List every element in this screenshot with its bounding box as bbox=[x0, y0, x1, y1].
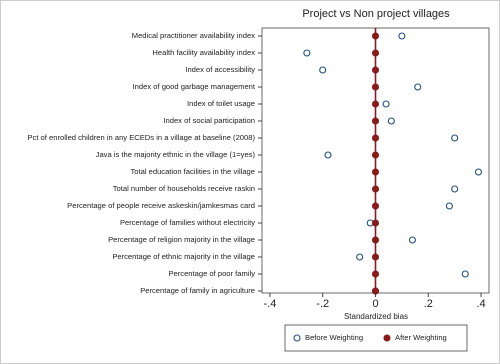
dot bbox=[371, 134, 380, 142]
dot bbox=[371, 32, 380, 40]
dot bbox=[408, 236, 417, 244]
dot bbox=[371, 151, 380, 159]
legend-marker bbox=[383, 334, 391, 342]
dot bbox=[451, 185, 459, 193]
dot bbox=[371, 66, 380, 74]
dot bbox=[371, 236, 380, 244]
legend-marker bbox=[293, 334, 301, 342]
dot bbox=[451, 134, 459, 142]
dot bbox=[371, 83, 380, 91]
y-tick-label: Percentage of religion majority in the v… bbox=[108, 235, 255, 244]
dot bbox=[371, 287, 380, 295]
dot bbox=[371, 117, 380, 125]
dot bbox=[382, 100, 390, 108]
x-tick-label: -.2 bbox=[316, 298, 329, 310]
dot bbox=[371, 253, 380, 261]
dot bbox=[356, 253, 364, 261]
y-tick-label: Medical practitioner availability index bbox=[132, 31, 255, 40]
x-tick-label: .4 bbox=[476, 298, 485, 310]
y-tick-label: Percentage of ethnic majority in the vil… bbox=[112, 252, 255, 261]
dot bbox=[324, 151, 332, 159]
x-tick-label: -.4 bbox=[263, 298, 276, 310]
dot bbox=[371, 202, 380, 210]
x-tick-label: .2 bbox=[424, 298, 433, 310]
dot bbox=[398, 32, 406, 40]
dot bbox=[371, 168, 380, 176]
dot bbox=[319, 66, 327, 74]
y-tick-label: Total education facilities in the villag… bbox=[130, 167, 255, 176]
dot bbox=[371, 100, 380, 108]
dot bbox=[371, 185, 380, 193]
dot bbox=[474, 168, 482, 176]
y-tick-label: Percentage of people receive askeskin/ja… bbox=[67, 201, 255, 210]
chart-title: Project vs Non project villages bbox=[302, 8, 450, 20]
legend-box bbox=[284, 324, 468, 352]
dot bbox=[371, 49, 380, 57]
y-tick-label: Total number of households receive raski… bbox=[113, 184, 255, 193]
y-tick-label: Java is the majority ethnic in the villa… bbox=[96, 150, 256, 159]
dot bbox=[303, 49, 311, 57]
y-tick-label: Pct of enrolled children in any ECEDs in… bbox=[27, 133, 255, 142]
y-tick-label: Index of toilet usage bbox=[187, 99, 255, 108]
legend-label: Before Weighting bbox=[305, 333, 363, 342]
dot bbox=[387, 117, 395, 125]
y-tick-label: Health facility availability index bbox=[152, 48, 255, 57]
y-tick-label: Percentage of families without electrici… bbox=[120, 218, 255, 227]
dot bbox=[461, 270, 469, 278]
dot bbox=[371, 219, 380, 227]
legend-label: After Weighting bbox=[395, 333, 447, 342]
x-tick-label: 0 bbox=[372, 298, 378, 310]
x-axis-label: Standardized bias bbox=[344, 312, 408, 321]
dot bbox=[371, 270, 380, 278]
y-tick-label: Percentage of poor family bbox=[168, 269, 255, 278]
y-tick-label: Index of good garbage management bbox=[133, 82, 256, 91]
dot bbox=[445, 202, 453, 210]
y-tick-label: Index of accessibility bbox=[185, 65, 255, 74]
dot bbox=[414, 83, 422, 91]
y-tick-label: Percentage of family in agriculture bbox=[140, 286, 255, 295]
y-tick-label: Index of social participation bbox=[163, 116, 255, 125]
